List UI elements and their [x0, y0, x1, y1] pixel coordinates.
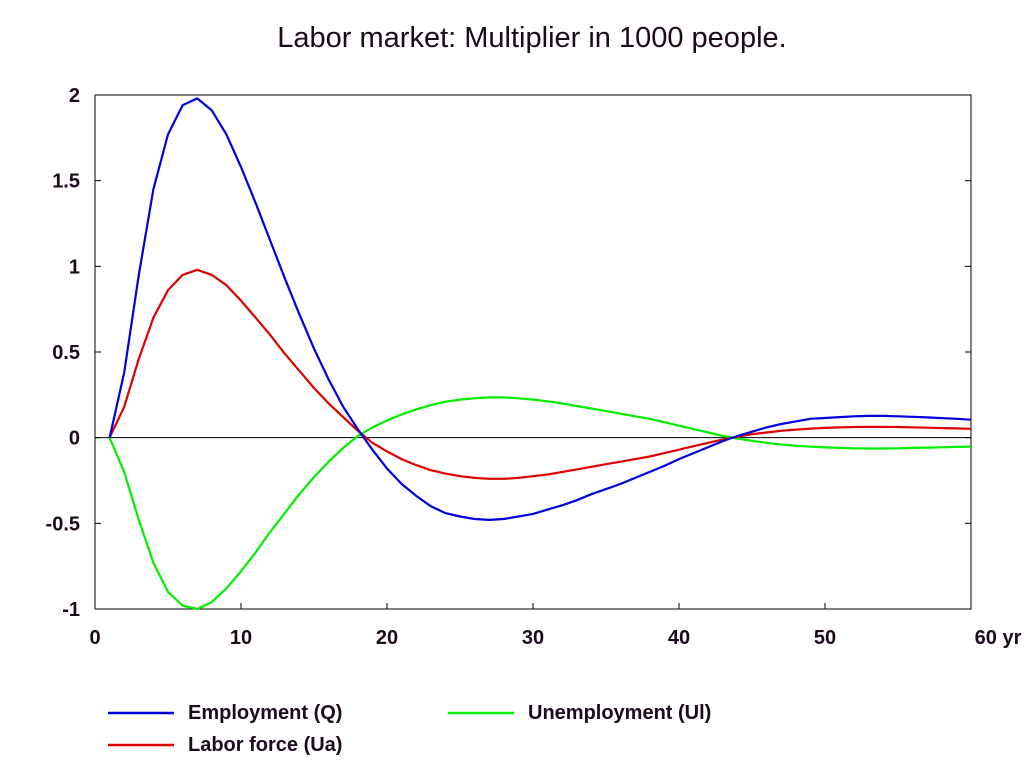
x-tick-label: 20: [376, 627, 398, 649]
axes-layer: 2 1.5 1 0.5 0 -0.5 -1 0 10 20 30 40 50 60 yr: [46, 85, 1022, 649]
legend-label: Unemployment (Ul): [528, 702, 711, 724]
series-line-labor-force-ua: [108, 268, 972, 480]
legend-label: Employment (Q): [188, 702, 342, 724]
x-tick-label: 50: [814, 627, 836, 649]
chart-title: Labor market: Multiplier in 1000 people.: [277, 22, 787, 54]
y-tick-label: 0: [69, 428, 80, 450]
y-tick-label: 2: [69, 85, 80, 107]
legend-label: Labor force (Ua): [188, 734, 342, 756]
legend: Employment (Q) Labor force (Ua) Unemployme…: [108, 702, 711, 756]
x-tick-label: 60 yr: [975, 627, 1022, 649]
x-tick-label: 0: [89, 627, 100, 649]
y-tick-label: -1: [62, 599, 80, 621]
y-tick-label: -0.5: [46, 513, 80, 535]
plot-frame: [94, 94, 972, 610]
x-tick-label: 40: [668, 627, 690, 649]
series-layer: [108, 97, 972, 611]
series-line-employment-q: [108, 97, 972, 522]
x-tick-label: 30: [522, 627, 544, 649]
y-tick-label: 0.5: [52, 342, 80, 364]
y-tick-label: 1: [69, 256, 80, 278]
y-tick-label: 1.5: [52, 171, 80, 193]
series-line-unemployment-ul: [108, 396, 972, 611]
x-tick-label: 10: [230, 627, 252, 649]
